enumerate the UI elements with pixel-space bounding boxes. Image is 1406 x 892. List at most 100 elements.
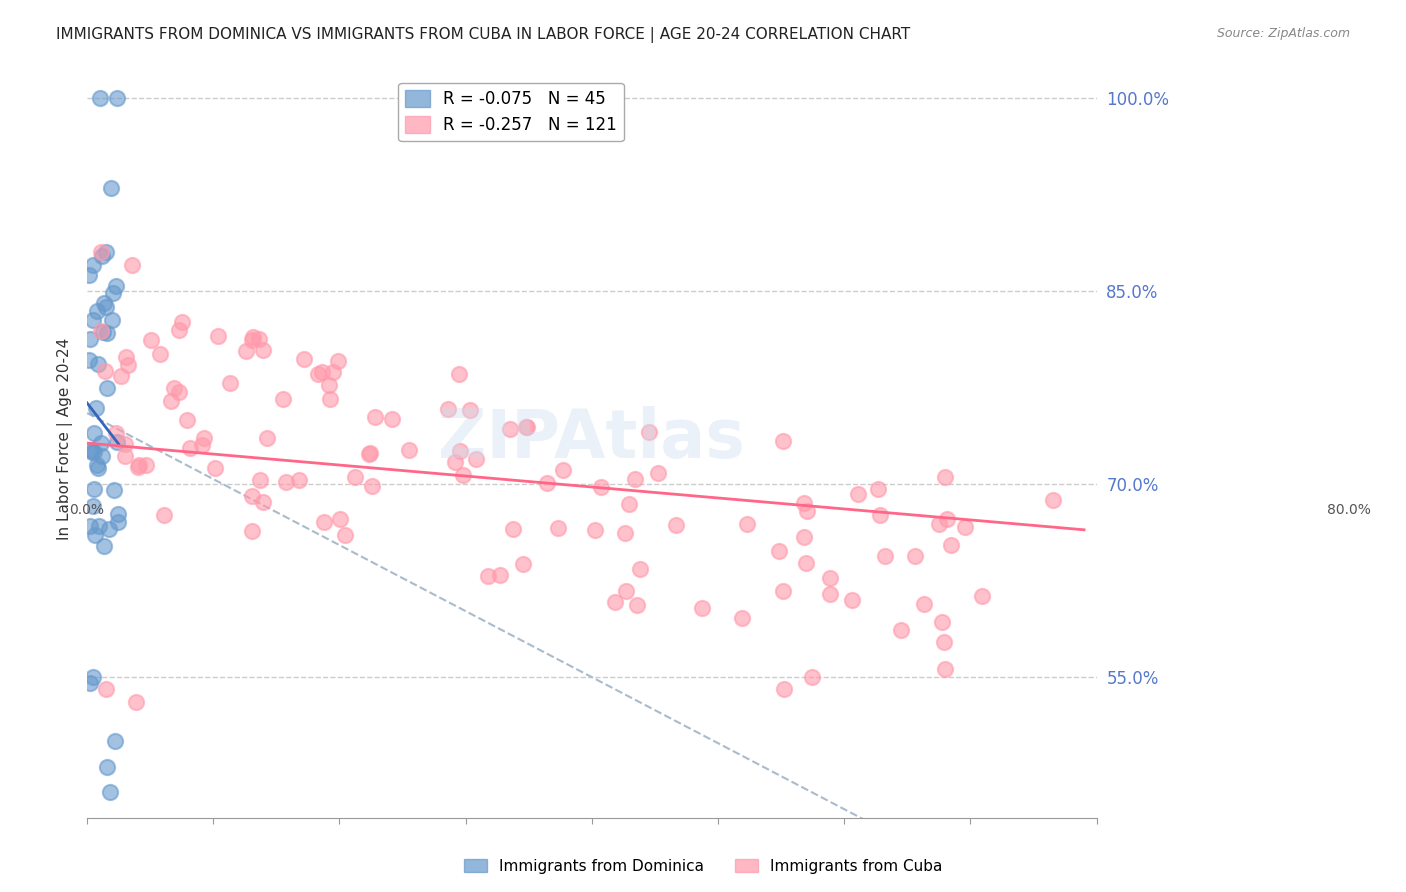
- Point: [624, 472, 647, 486]
- Point: [247, 332, 270, 346]
- Point: [96, 326, 118, 340]
- Point: [869, 508, 891, 522]
- Point: [100, 181, 122, 195]
- Point: [536, 476, 558, 491]
- Point: [121, 258, 143, 272]
- Point: [235, 344, 257, 359]
- Point: [846, 486, 869, 500]
- Point: [77, 268, 100, 283]
- Point: [502, 522, 524, 536]
- Point: [96, 245, 118, 260]
- Point: [240, 524, 263, 538]
- Y-axis label: In Labor Force | Age 20-24: In Labor Force | Age 20-24: [58, 338, 73, 540]
- Point: [89, 91, 111, 105]
- Point: [626, 598, 648, 612]
- Point: [941, 538, 963, 552]
- Point: [512, 557, 534, 571]
- Point: [319, 392, 342, 407]
- Point: [91, 326, 114, 340]
- Point: [326, 353, 349, 368]
- Point: [665, 518, 688, 533]
- Point: [101, 285, 124, 300]
- Point: [114, 436, 136, 450]
- Point: [465, 452, 488, 467]
- Point: [928, 516, 950, 531]
- Point: [80, 445, 103, 459]
- Point: [98, 785, 121, 799]
- Point: [793, 530, 815, 544]
- Point: [139, 334, 162, 348]
- Point: [191, 438, 214, 452]
- Point: [344, 470, 367, 484]
- Point: [90, 449, 112, 463]
- Point: [204, 461, 226, 475]
- Point: [451, 468, 474, 483]
- Point: [288, 473, 311, 487]
- Point: [252, 494, 274, 508]
- Point: [794, 556, 817, 570]
- Point: [96, 300, 118, 314]
- Point: [252, 343, 274, 357]
- Point: [614, 584, 637, 599]
- Point: [83, 426, 105, 441]
- Point: [82, 258, 104, 272]
- Point: [274, 475, 297, 490]
- Point: [934, 469, 956, 483]
- Point: [307, 368, 329, 382]
- Point: [159, 394, 181, 409]
- Point: [82, 500, 104, 514]
- Point: [170, 315, 193, 329]
- Point: [553, 463, 575, 477]
- Point: [934, 662, 956, 676]
- Point: [398, 443, 420, 458]
- Point: [249, 473, 271, 487]
- Point: [219, 376, 242, 390]
- Point: [79, 676, 101, 690]
- Point: [1042, 492, 1064, 507]
- Point: [617, 497, 640, 511]
- Point: [972, 589, 994, 603]
- Point: [153, 508, 176, 523]
- Point: [83, 445, 105, 459]
- Point: [357, 447, 380, 461]
- Point: [84, 401, 107, 416]
- Point: [773, 682, 796, 697]
- Point: [312, 515, 335, 529]
- Point: [873, 549, 896, 564]
- Point: [772, 584, 794, 599]
- Point: [86, 304, 108, 318]
- Point: [628, 562, 651, 576]
- Point: [115, 351, 138, 365]
- Point: [931, 615, 953, 630]
- Point: [128, 458, 150, 472]
- Point: [86, 357, 108, 371]
- Point: [273, 392, 295, 406]
- Point: [866, 482, 889, 496]
- Point: [603, 595, 626, 609]
- Point: [179, 441, 201, 455]
- Point: [912, 597, 935, 611]
- Point: [647, 466, 669, 480]
- Point: [127, 460, 149, 475]
- Point: [360, 446, 382, 460]
- Point: [79, 352, 101, 367]
- Point: [79, 519, 101, 533]
- Point: [818, 587, 841, 601]
- Point: [477, 569, 499, 583]
- Point: [80, 443, 103, 458]
- Point: [176, 412, 198, 426]
- Point: [614, 526, 637, 541]
- Point: [91, 249, 114, 263]
- Point: [90, 435, 112, 450]
- Point: [841, 593, 863, 607]
- Point: [936, 512, 959, 526]
- Point: [90, 324, 112, 338]
- Point: [94, 364, 117, 378]
- Point: [86, 458, 108, 472]
- Point: [93, 296, 115, 310]
- Text: ZIPAtlas: ZIPAtlas: [439, 406, 745, 472]
- Point: [89, 519, 111, 533]
- Point: [125, 695, 148, 709]
- Point: [690, 601, 713, 615]
- Point: [107, 507, 129, 521]
